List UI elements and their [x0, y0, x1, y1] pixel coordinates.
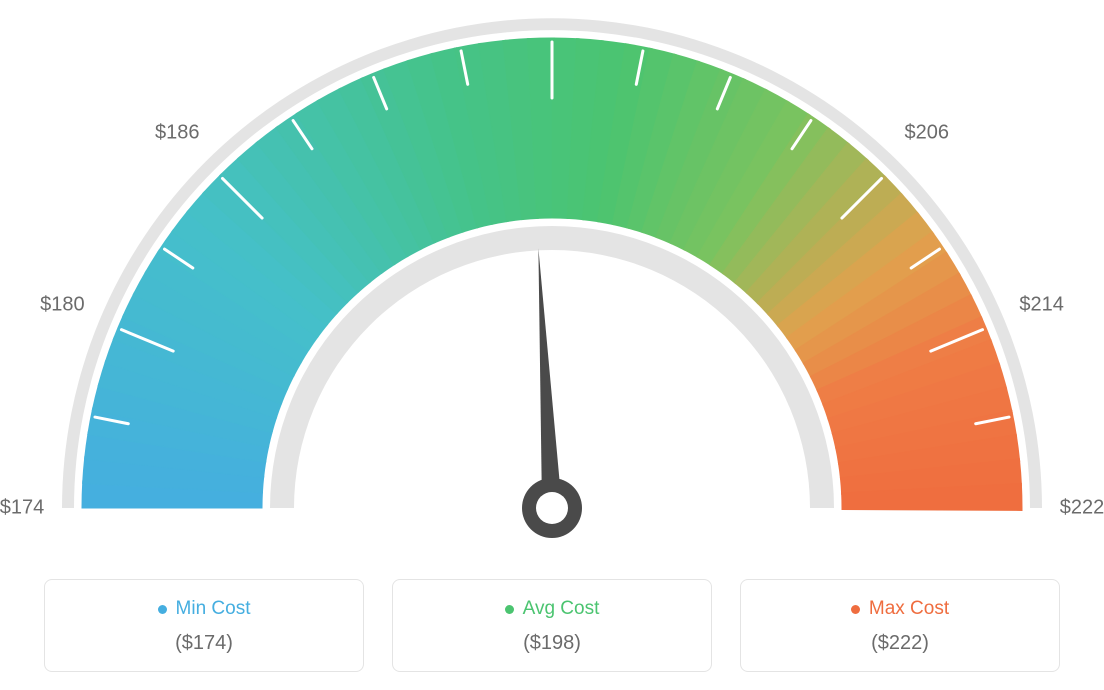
legend-title-avg: Avg Cost	[505, 598, 600, 620]
legend-dot-min	[158, 605, 167, 614]
needle	[538, 248, 562, 508]
tick-label: $222	[1060, 497, 1104, 520]
tick-label: $206	[905, 122, 950, 145]
gauge-container: $174$180$186$198$206$214$222	[0, 0, 1104, 560]
needle-hub-inner	[536, 492, 568, 524]
legend-title-min: Min Cost	[158, 598, 251, 620]
tick-label: $214	[1019, 294, 1064, 317]
legend-title-max: Max Cost	[851, 598, 949, 620]
legend-card-avg: Avg Cost ($198)	[392, 579, 712, 672]
legend-title-text-avg: Avg Cost	[523, 598, 600, 620]
tick-label: $180	[40, 294, 85, 317]
legend-card-max: Max Cost ($222)	[740, 579, 1060, 672]
legend-value-avg: ($198)	[403, 632, 701, 655]
tick-label: $186	[155, 122, 200, 145]
legend-title-text-max: Max Cost	[869, 598, 949, 620]
legend-dot-max	[851, 605, 860, 614]
legend-value-min: ($174)	[55, 632, 353, 655]
tick-label: $174	[0, 497, 44, 520]
legend-card-min: Min Cost ($174)	[44, 579, 364, 672]
legend-dot-avg	[505, 605, 514, 614]
legend-row: Min Cost ($174) Avg Cost ($198) Max Cost…	[0, 579, 1104, 672]
legend-title-text-min: Min Cost	[176, 598, 251, 620]
gauge-svg	[0, 0, 1104, 560]
legend-value-max: ($222)	[751, 632, 1049, 655]
